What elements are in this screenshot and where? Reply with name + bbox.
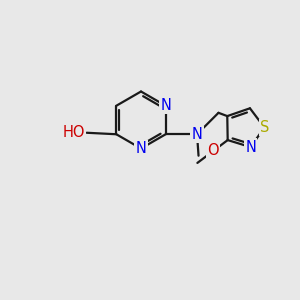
Text: O: O xyxy=(207,143,219,158)
Text: N: N xyxy=(136,141,146,156)
Text: N: N xyxy=(245,140,256,154)
Text: S: S xyxy=(260,120,269,135)
Text: N: N xyxy=(192,127,203,142)
Text: HO: HO xyxy=(63,125,85,140)
Text: N: N xyxy=(160,98,171,113)
